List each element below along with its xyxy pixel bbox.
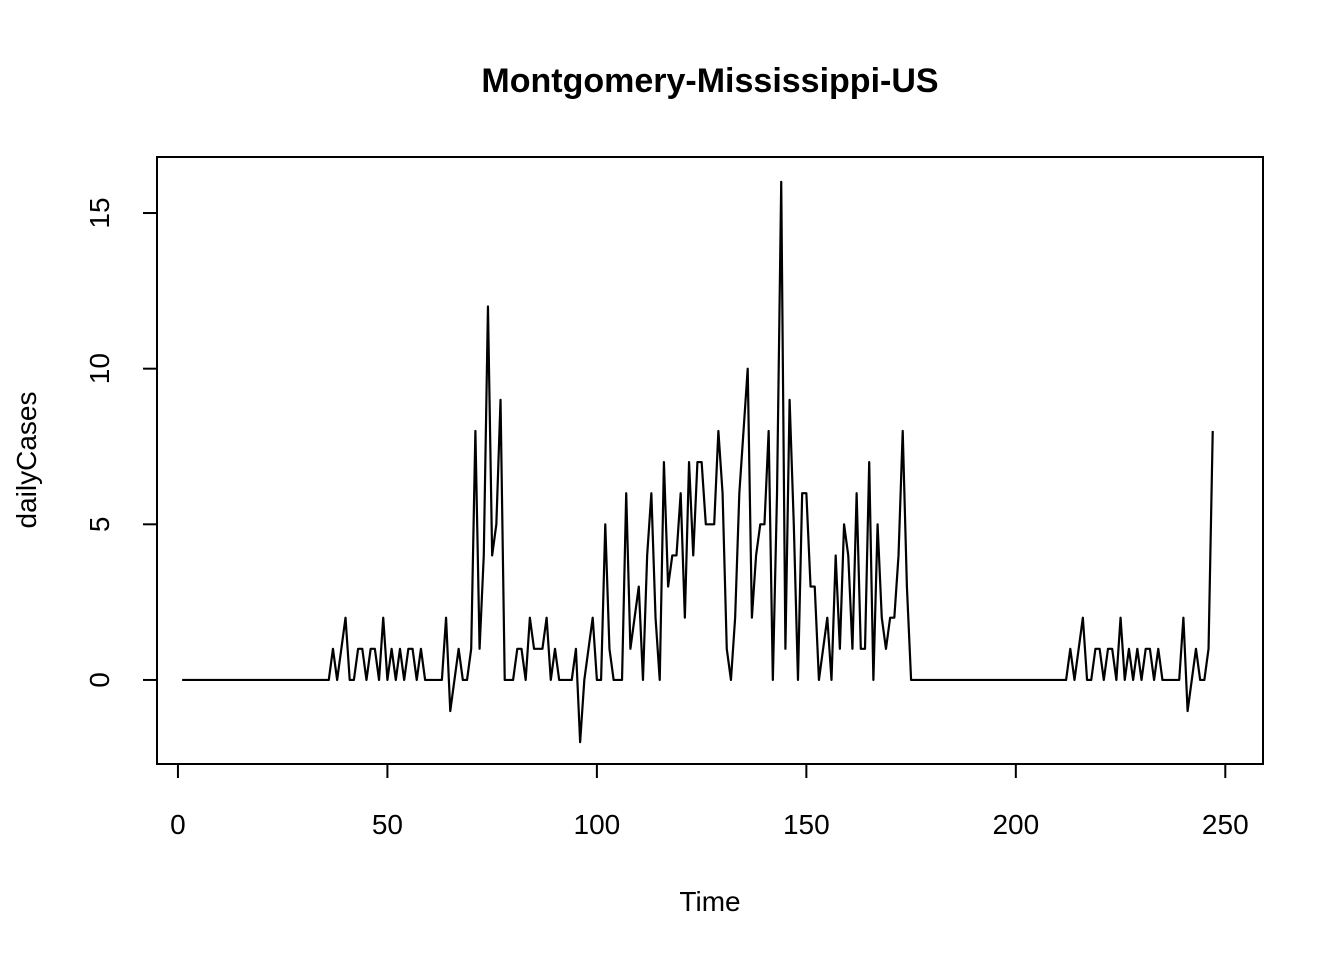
- chart-title: Montgomery-Mississippi-US: [481, 62, 938, 100]
- series-line: [182, 180, 1214, 744]
- x-tick-label: 0: [170, 809, 186, 840]
- x-tick-label: 250: [1202, 809, 1249, 840]
- y-tick-label: 15: [84, 197, 115, 228]
- x-tick-label: 50: [372, 809, 403, 840]
- x-axis: 0 50 100 150 200 250: [170, 763, 1249, 840]
- y-axis-label: dailyCases: [11, 392, 42, 529]
- y-tick-label: 0: [84, 672, 115, 688]
- series-layer: [182, 180, 1214, 744]
- y-tick-label: 10: [84, 353, 115, 384]
- y-axis: 0 5 10 15: [84, 197, 158, 688]
- x-tick-label: 150: [783, 809, 830, 840]
- x-axis-label: Time: [679, 886, 740, 917]
- y-tick-label: 5: [84, 517, 115, 533]
- x-tick-label: 200: [992, 809, 1039, 840]
- x-tick-label: 100: [574, 809, 621, 840]
- plot-area-frame: [156, 156, 1264, 765]
